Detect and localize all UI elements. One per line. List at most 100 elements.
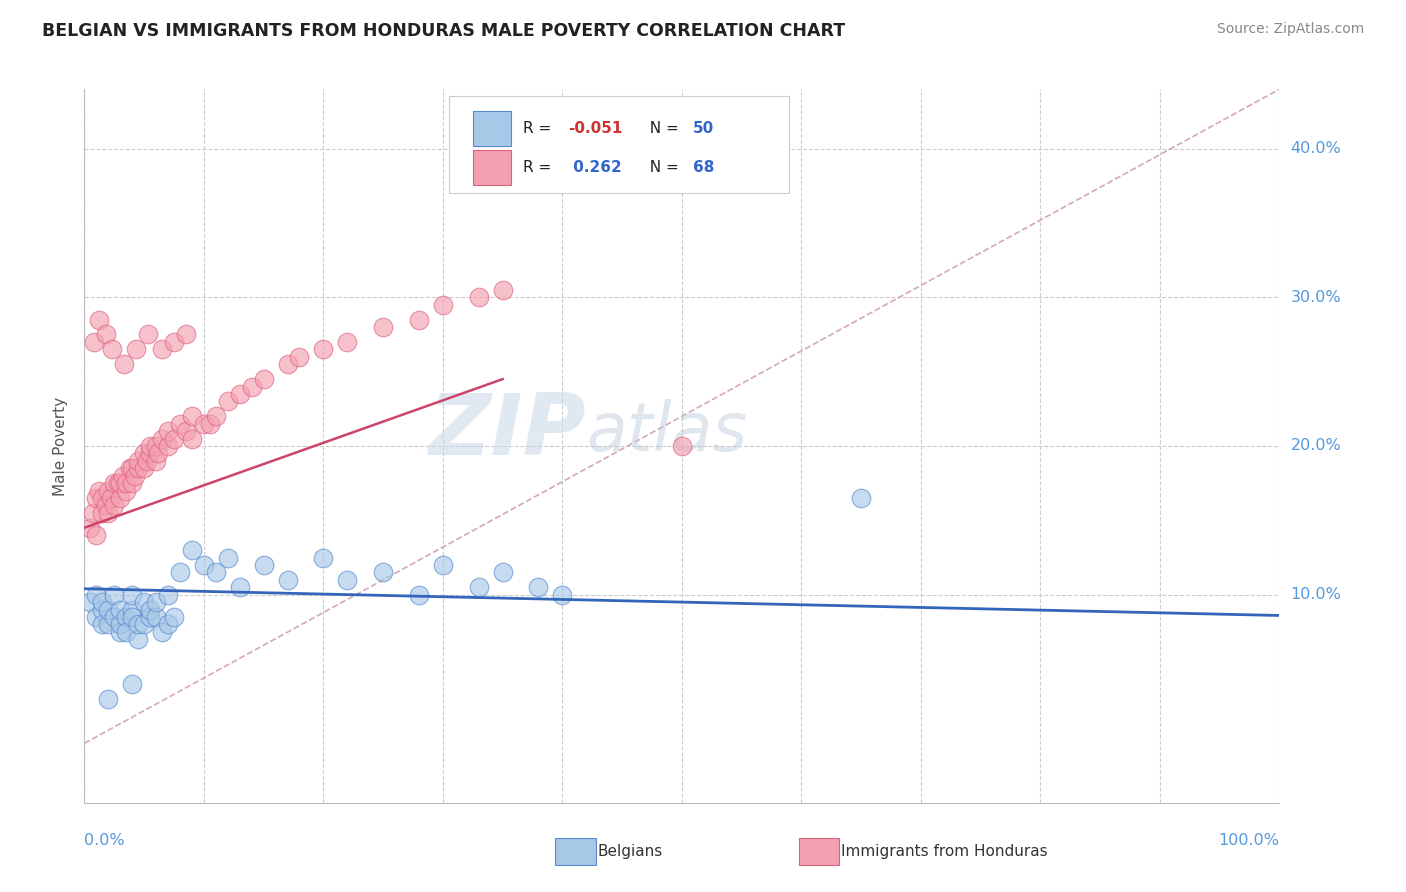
- Text: atlas: atlas: [586, 399, 748, 465]
- Text: 20.0%: 20.0%: [1291, 439, 1341, 453]
- Point: [288, 350, 311, 364]
- Point: [145, 610, 167, 624]
- FancyBboxPatch shape: [449, 96, 790, 193]
- Point: [87, 483, 110, 498]
- Point: [121, 602, 143, 616]
- Text: BELGIAN VS IMMIGRANTS FROM HONDURAS MALE POVERTY CORRELATION CHART: BELGIAN VS IMMIGRANTS FROM HONDURAS MALE…: [42, 22, 845, 40]
- Text: 40.0%: 40.0%: [1291, 141, 1341, 156]
- Point: [115, 476, 138, 491]
- Point: [150, 624, 173, 639]
- Point: [205, 566, 228, 580]
- Point: [217, 550, 239, 565]
- Point: [86, 528, 108, 542]
- Point: [135, 454, 157, 468]
- Point: [145, 454, 167, 468]
- Point: [121, 610, 143, 624]
- Point: [86, 610, 108, 624]
- Point: [336, 573, 359, 587]
- Point: [115, 483, 138, 498]
- Point: [91, 617, 114, 632]
- Point: [82, 506, 104, 520]
- Point: [139, 446, 162, 460]
- Point: [121, 461, 143, 475]
- Point: [671, 439, 693, 453]
- Point: [132, 446, 156, 460]
- Point: [408, 588, 430, 602]
- Text: 100.0%: 100.0%: [1219, 833, 1279, 848]
- Point: [103, 499, 125, 513]
- Point: [240, 379, 263, 393]
- Point: [148, 446, 170, 460]
- Point: [408, 312, 430, 326]
- Point: [193, 417, 215, 431]
- Point: [139, 439, 162, 453]
- Text: R =: R =: [523, 161, 557, 175]
- Text: N =: N =: [640, 161, 683, 175]
- Point: [468, 580, 491, 594]
- FancyBboxPatch shape: [472, 150, 510, 186]
- Point: [112, 357, 135, 371]
- Point: [94, 327, 117, 342]
- FancyBboxPatch shape: [472, 111, 510, 146]
- Point: [111, 468, 134, 483]
- Point: [127, 461, 149, 475]
- Point: [91, 506, 114, 520]
- Point: [150, 343, 173, 357]
- Point: [851, 491, 873, 505]
- Point: [217, 394, 239, 409]
- Point: [163, 334, 186, 349]
- Point: [229, 580, 252, 594]
- Point: [110, 602, 132, 616]
- Point: [103, 610, 125, 624]
- Point: [169, 566, 191, 580]
- Point: [121, 588, 143, 602]
- Point: [83, 334, 105, 349]
- Point: [115, 610, 138, 624]
- Point: [527, 580, 550, 594]
- Point: [97, 617, 120, 632]
- Point: [110, 491, 132, 505]
- Point: [87, 312, 110, 326]
- Point: [181, 409, 204, 424]
- Point: [97, 691, 120, 706]
- Point: [174, 424, 197, 438]
- Point: [115, 624, 138, 639]
- Point: [125, 343, 148, 357]
- Point: [193, 558, 215, 572]
- Point: [157, 439, 180, 453]
- Point: [118, 461, 141, 475]
- Point: [127, 632, 149, 647]
- Point: [121, 677, 143, 691]
- Point: [205, 409, 228, 424]
- Point: [91, 602, 114, 616]
- Text: ZIP: ZIP: [429, 390, 586, 474]
- Point: [110, 624, 132, 639]
- Text: 0.262: 0.262: [568, 161, 621, 175]
- Text: Source: ZipAtlas.com: Source: ZipAtlas.com: [1216, 22, 1364, 37]
- Point: [312, 343, 335, 357]
- Point: [163, 432, 186, 446]
- Point: [97, 506, 120, 520]
- Text: N =: N =: [640, 121, 683, 136]
- Text: 10.0%: 10.0%: [1291, 587, 1341, 602]
- Point: [86, 491, 108, 505]
- Point: [91, 595, 114, 609]
- Point: [110, 617, 132, 632]
- Point: [121, 476, 143, 491]
- Point: [110, 476, 132, 491]
- Point: [181, 543, 204, 558]
- Point: [312, 550, 335, 565]
- Point: [277, 357, 299, 371]
- Point: [101, 343, 124, 357]
- Point: [127, 617, 149, 632]
- Text: Belgians: Belgians: [598, 845, 662, 859]
- Point: [373, 566, 395, 580]
- Point: [253, 372, 276, 386]
- Point: [492, 283, 515, 297]
- Point: [551, 588, 574, 602]
- Point: [373, 320, 395, 334]
- Point: [139, 602, 162, 616]
- Point: [157, 588, 180, 602]
- Point: [157, 617, 180, 632]
- Point: [229, 387, 252, 401]
